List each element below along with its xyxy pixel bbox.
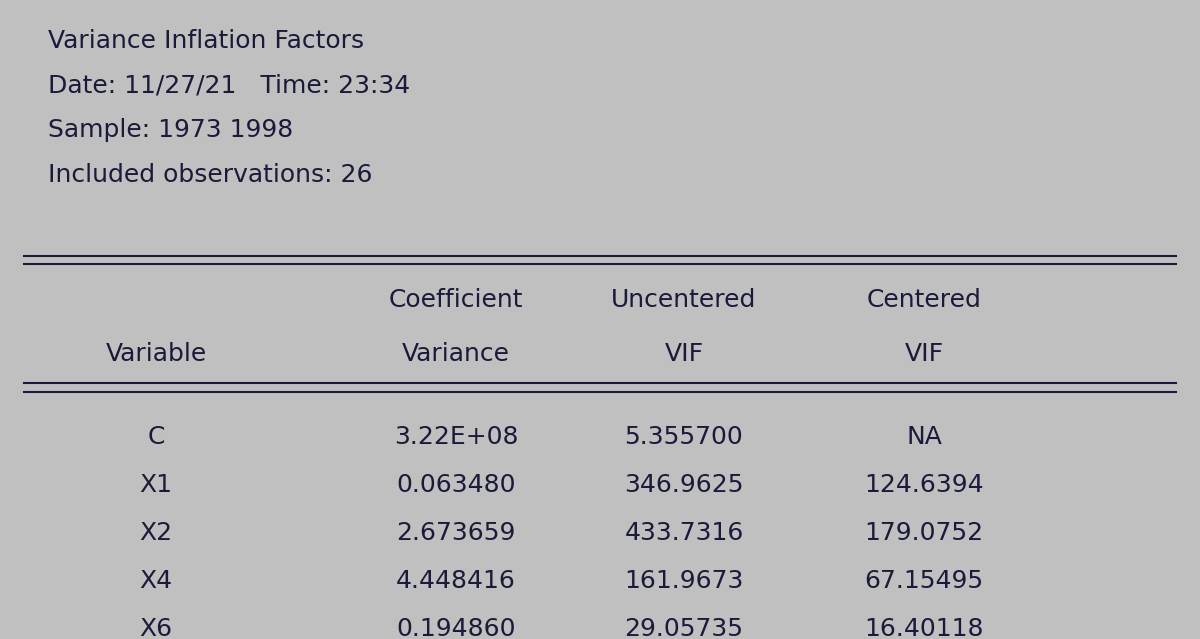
Text: 3.22E+08: 3.22E+08 — [394, 425, 518, 449]
Text: X4: X4 — [139, 569, 173, 593]
Text: 179.0752: 179.0752 — [864, 521, 984, 545]
Text: X1: X1 — [139, 473, 173, 497]
Text: 5.355700: 5.355700 — [625, 425, 743, 449]
Text: X6: X6 — [139, 617, 173, 639]
Text: 29.05735: 29.05735 — [624, 617, 744, 639]
Text: 0.194860: 0.194860 — [396, 617, 516, 639]
Text: Centered: Centered — [866, 288, 982, 312]
Text: Variance Inflation Factors: Variance Inflation Factors — [48, 29, 364, 53]
Text: 0.063480: 0.063480 — [396, 473, 516, 497]
Text: Coefficient: Coefficient — [389, 288, 523, 312]
Text: Uncentered: Uncentered — [611, 288, 757, 312]
Text: VIF: VIF — [665, 342, 703, 366]
Text: 67.15495: 67.15495 — [864, 569, 984, 593]
Text: NA: NA — [906, 425, 942, 449]
Text: Variable: Variable — [106, 342, 206, 366]
Text: 16.40118: 16.40118 — [864, 617, 984, 639]
Text: 4.448416: 4.448416 — [396, 569, 516, 593]
Text: VIF: VIF — [905, 342, 943, 366]
Text: 346.9625: 346.9625 — [624, 473, 744, 497]
Text: Sample: 1973 1998: Sample: 1973 1998 — [48, 118, 293, 142]
Text: Included observations: 26: Included observations: 26 — [48, 163, 372, 187]
Text: 161.9673: 161.9673 — [624, 569, 744, 593]
Text: 124.6394: 124.6394 — [864, 473, 984, 497]
Text: 2.673659: 2.673659 — [396, 521, 516, 545]
Text: Variance: Variance — [402, 342, 510, 366]
Text: Date: 11/27/21   Time: 23:34: Date: 11/27/21 Time: 23:34 — [48, 73, 410, 98]
Text: X2: X2 — [139, 521, 173, 545]
Text: 433.7316: 433.7316 — [624, 521, 744, 545]
Text: C: C — [148, 425, 164, 449]
